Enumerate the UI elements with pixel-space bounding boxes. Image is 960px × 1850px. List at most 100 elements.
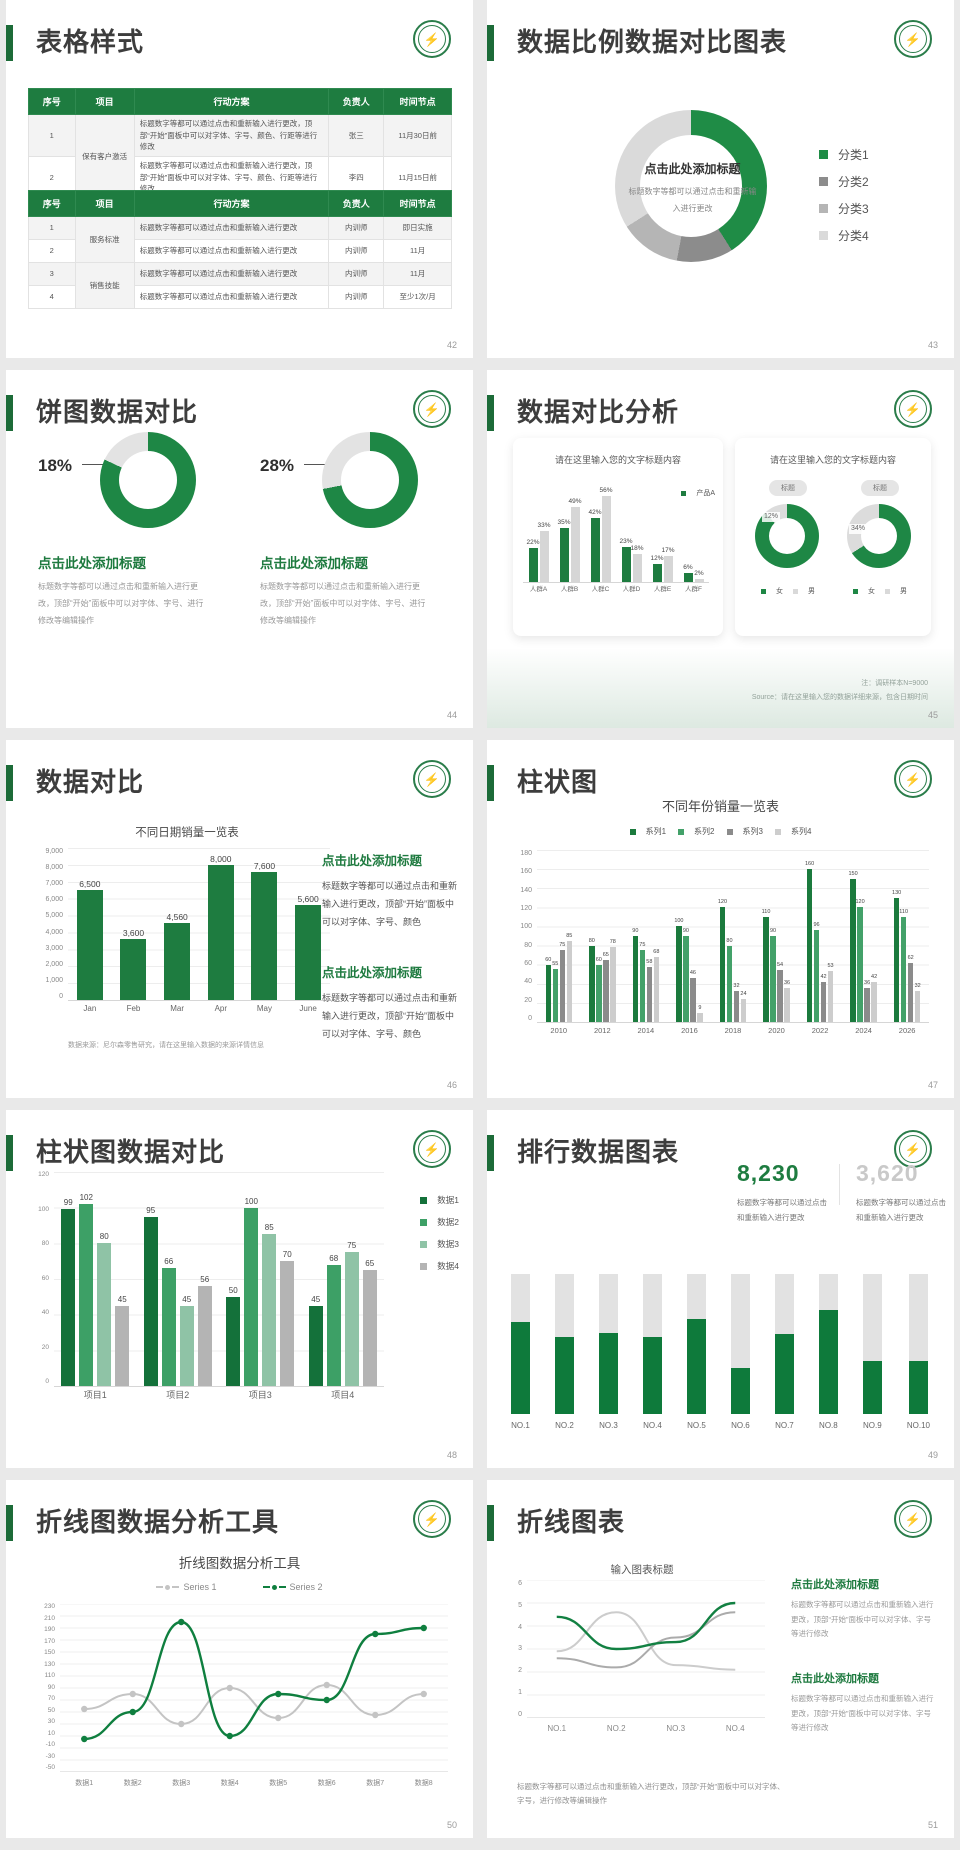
y-tick-label: 80	[524, 941, 532, 949]
slide-thumbnail-grouped-bars-projects[interactable]: 柱状图数据对比 ⚡ 120 100 80 60 40 20 0 99 102 80 45 项目1 95 6…	[6, 1110, 473, 1468]
placeholder-body: 标题数字等都可以通过点击和重新输入进行更改，顶部“开始”面板中可以对字体、字号等…	[791, 1694, 934, 1733]
legend-swatch	[774, 828, 781, 835]
placeholder-body: 标题数字等都可以通过点击和重新输入进行更改，顶部“开始”面板中可以对字体、字号等…	[791, 1600, 934, 1639]
data-point	[323, 1681, 330, 1689]
bar	[784, 988, 790, 1022]
slide-thumbnail-line-chart[interactable]: 折线图表 ⚡ 输入图表标题 6 5 4 3 2 1 0 NO.1 NO.2 NO.3 NO.4 点击…	[487, 1480, 954, 1838]
bar-slot: 85	[262, 1224, 277, 1386]
bar-value-label: 95	[146, 1206, 156, 1215]
bar	[864, 988, 870, 1022]
chart-legend: Series 1 Series 2	[6, 1582, 473, 1592]
x-axis-label: 2016	[681, 1026, 698, 1035]
slide-thumbnail-table-style[interactable]: 表格样式 ⚡ 序号 项目 行动方案 负责人 时间节点 1 保有客户激活 标题数字等都可以通过点…	[6, 0, 473, 358]
table-cell: 标题数字等都可以通过点击和重新输入进行更改	[133, 216, 330, 240]
legend-swatch	[420, 1196, 428, 1204]
bar-value-label: 12%	[650, 554, 664, 562]
legend-swatch	[819, 150, 828, 159]
slide-thumbnail-grouped-bars-years[interactable]: 柱状图 ⚡ 不同年份销量一览表 系列1 系列2 系列3 系列4 180 160 140 12…	[487, 740, 954, 1098]
bar-slot: 80	[589, 938, 595, 1022]
x-axis-label: 数据6	[317, 1780, 336, 1787]
bar-group: 23% 18% 人群D	[619, 490, 643, 593]
page-number: 48	[446, 1450, 457, 1460]
placeholder-body: 标题数字等都可以通过点击和重新输入进行更改，顶部“开始”面板中可以对字体、字号、…	[260, 582, 426, 626]
legend-line	[262, 1586, 270, 1588]
y-tick-label: -50	[45, 1764, 55, 1772]
mini-bar-chart: 22% 33% 人群A 35% 49% 人群B 42% 56% 人群C 23% 18% 人群D 12% 1…	[523, 487, 709, 593]
x-axis-label: NO.2	[555, 1421, 574, 1430]
bar-slot: 110	[762, 909, 770, 1022]
text-block: 点击此处添加标题 标题数字等都可以通过点击和重新输入进行更改，顶部“开始”面板中…	[322, 962, 458, 1043]
placeholder-body: 标题数字等都可以通过点击和重新输入进行更改，顶部“开始”面板中可以对字体、字号、…	[38, 582, 204, 626]
slide-thumbnail-ranking-chart[interactable]: 排行数据图表 ⚡ 8,230 标题数字等都可以通过点击和重新输入进行更改 3,6…	[487, 1110, 954, 1468]
bar-value-label: 110	[899, 908, 909, 915]
slide-title: 数据对比	[36, 767, 145, 797]
bar	[719, 907, 726, 1022]
x-axis-label: 人群D	[622, 586, 641, 593]
bar-slot: 75	[559, 942, 565, 1022]
bar	[120, 939, 147, 1000]
rank-bar: NO.3	[598, 1274, 618, 1430]
pill-label: 标题	[861, 480, 899, 496]
company-logo: ⚡	[413, 20, 451, 58]
data-point	[372, 1630, 379, 1638]
slide-title: 表格样式	[36, 27, 145, 57]
bar-value-label: 130	[892, 889, 902, 896]
table-cell: 标题数字等都可以通过点击和重新输入进行更改	[133, 285, 330, 309]
slide-thumbnail-donut-ratio[interactable]: 数据比例数据对比图表 ⚡ 点击此处添加标题 标题数字等都可以通过点击和重新输入进…	[487, 0, 954, 358]
placeholder-body: 标题数字等都可以通过点击和重新输入进行更改，顶部“开始”面板中可以对字体、字号、…	[322, 993, 458, 1039]
bar-slot: 100	[674, 918, 684, 1022]
page-number: 50	[446, 1820, 457, 1830]
x-axis-label: May	[256, 1004, 273, 1013]
x-axis-label: 数据2	[123, 1780, 142, 1787]
table-header-cell: 行动方案	[133, 88, 330, 115]
table-cell: 内训师	[328, 239, 385, 263]
bar-value-label: 75	[559, 941, 566, 948]
x-axis-label: 人群B	[560, 586, 579, 593]
bar-group: 12% 17% 人群E	[650, 490, 674, 593]
legend-item: 男	[793, 586, 815, 596]
y-tick-label: 40	[41, 1309, 49, 1317]
legend-label: 数据2	[437, 1217, 459, 1227]
table-cell: 销售技能	[74, 262, 135, 309]
data-point	[372, 1711, 379, 1719]
bar-group: 60 55 75 85 2010	[545, 850, 572, 1034]
action-plan-table-1: 序号 项目 行动方案 负责人 时间节点 1 保有客户激活 标题数字等都可以通过点击和重新输入进…	[28, 88, 452, 199]
table-cell: 服务标准	[74, 216, 135, 263]
bar-slot: 60	[596, 957, 602, 1022]
bar-value-label: 42	[871, 973, 878, 980]
bar-value-label: 45	[311, 1295, 321, 1304]
bar-fill	[642, 1337, 662, 1414]
bar-fill	[862, 1361, 882, 1414]
data-point	[323, 1696, 330, 1704]
stat-value: 3,620	[856, 1160, 919, 1186]
bar-value-label: 42	[820, 973, 827, 980]
bar	[197, 1286, 212, 1386]
y-tick-label: 0	[518, 1710, 522, 1718]
y-tick-label: 170	[44, 1637, 55, 1645]
donut-chart	[755, 504, 819, 568]
y-tick-label: 5,000	[45, 912, 63, 920]
slide-thumbnail-line-analysis[interactable]: 折线图数据分析工具 ⚡ 折线图数据分析工具 Series 1 Series 2 2…	[6, 1480, 473, 1838]
big-number-stats: 8,230 标题数字等都可以通过点击和重新输入进行更改 3,620 标题数字等都…	[737, 1160, 952, 1225]
bar-slot: 45	[308, 1296, 323, 1386]
x-axis-label: 项目4	[331, 1390, 355, 1400]
data-source-note: 数据来源：尼尔森零售研究，请在这里输入数据的来源详情信息	[68, 1042, 264, 1049]
x-axis-label: NO.7	[775, 1421, 794, 1430]
bar-slot: 32	[915, 983, 921, 1022]
bar-group: 110 90 54 36 2020	[762, 850, 790, 1034]
bar-group: 150 120 36 42 2024	[849, 850, 878, 1034]
slide-thumbnail-monthly-bars[interactable]: 数据对比 ⚡ 不同日期销量一览表 9,000 8,000 7,000 6,000 5,0…	[6, 740, 473, 1098]
page-number: 44	[446, 710, 457, 720]
slide-thumbnail-compare-analysis[interactable]: 数据对比分析 ⚡ 请在这里输入您的文字标题内容 22% 33% 人群A 35% 49% 人…	[487, 370, 954, 728]
bar-group: 5,600 June	[295, 848, 322, 1013]
y-tick-label: 120	[520, 904, 532, 912]
legend-line	[156, 1586, 164, 1588]
bar-track	[774, 1274, 794, 1414]
plot-area: 99 102 80 45 项目1 95 66 45 56 项目2 50 100 85 70 项目3 45 68 7…	[54, 1172, 384, 1400]
legend-label: 女	[776, 588, 783, 595]
legend-item: Series 2	[262, 1582, 323, 1592]
footer-note: 标题数字等都可以通过点击和重新输入进行更改，顶部“开始”面板中可以对字体、字号，…	[517, 1782, 785, 1805]
chart-legend: 系列1 系列2 系列3 系列4	[487, 826, 954, 837]
plot-wrap: 99 102 80 45 项目1 95 66 45 56 项目2 50 100 85 70 项目3 45 68 7…	[54, 1172, 384, 1400]
slide-thumbnail-pie-compare[interactable]: 饼图数据对比 ⚡ 18% 点击此处添加标题 标题数字等都可以通过点击和重新输入进…	[6, 370, 473, 728]
